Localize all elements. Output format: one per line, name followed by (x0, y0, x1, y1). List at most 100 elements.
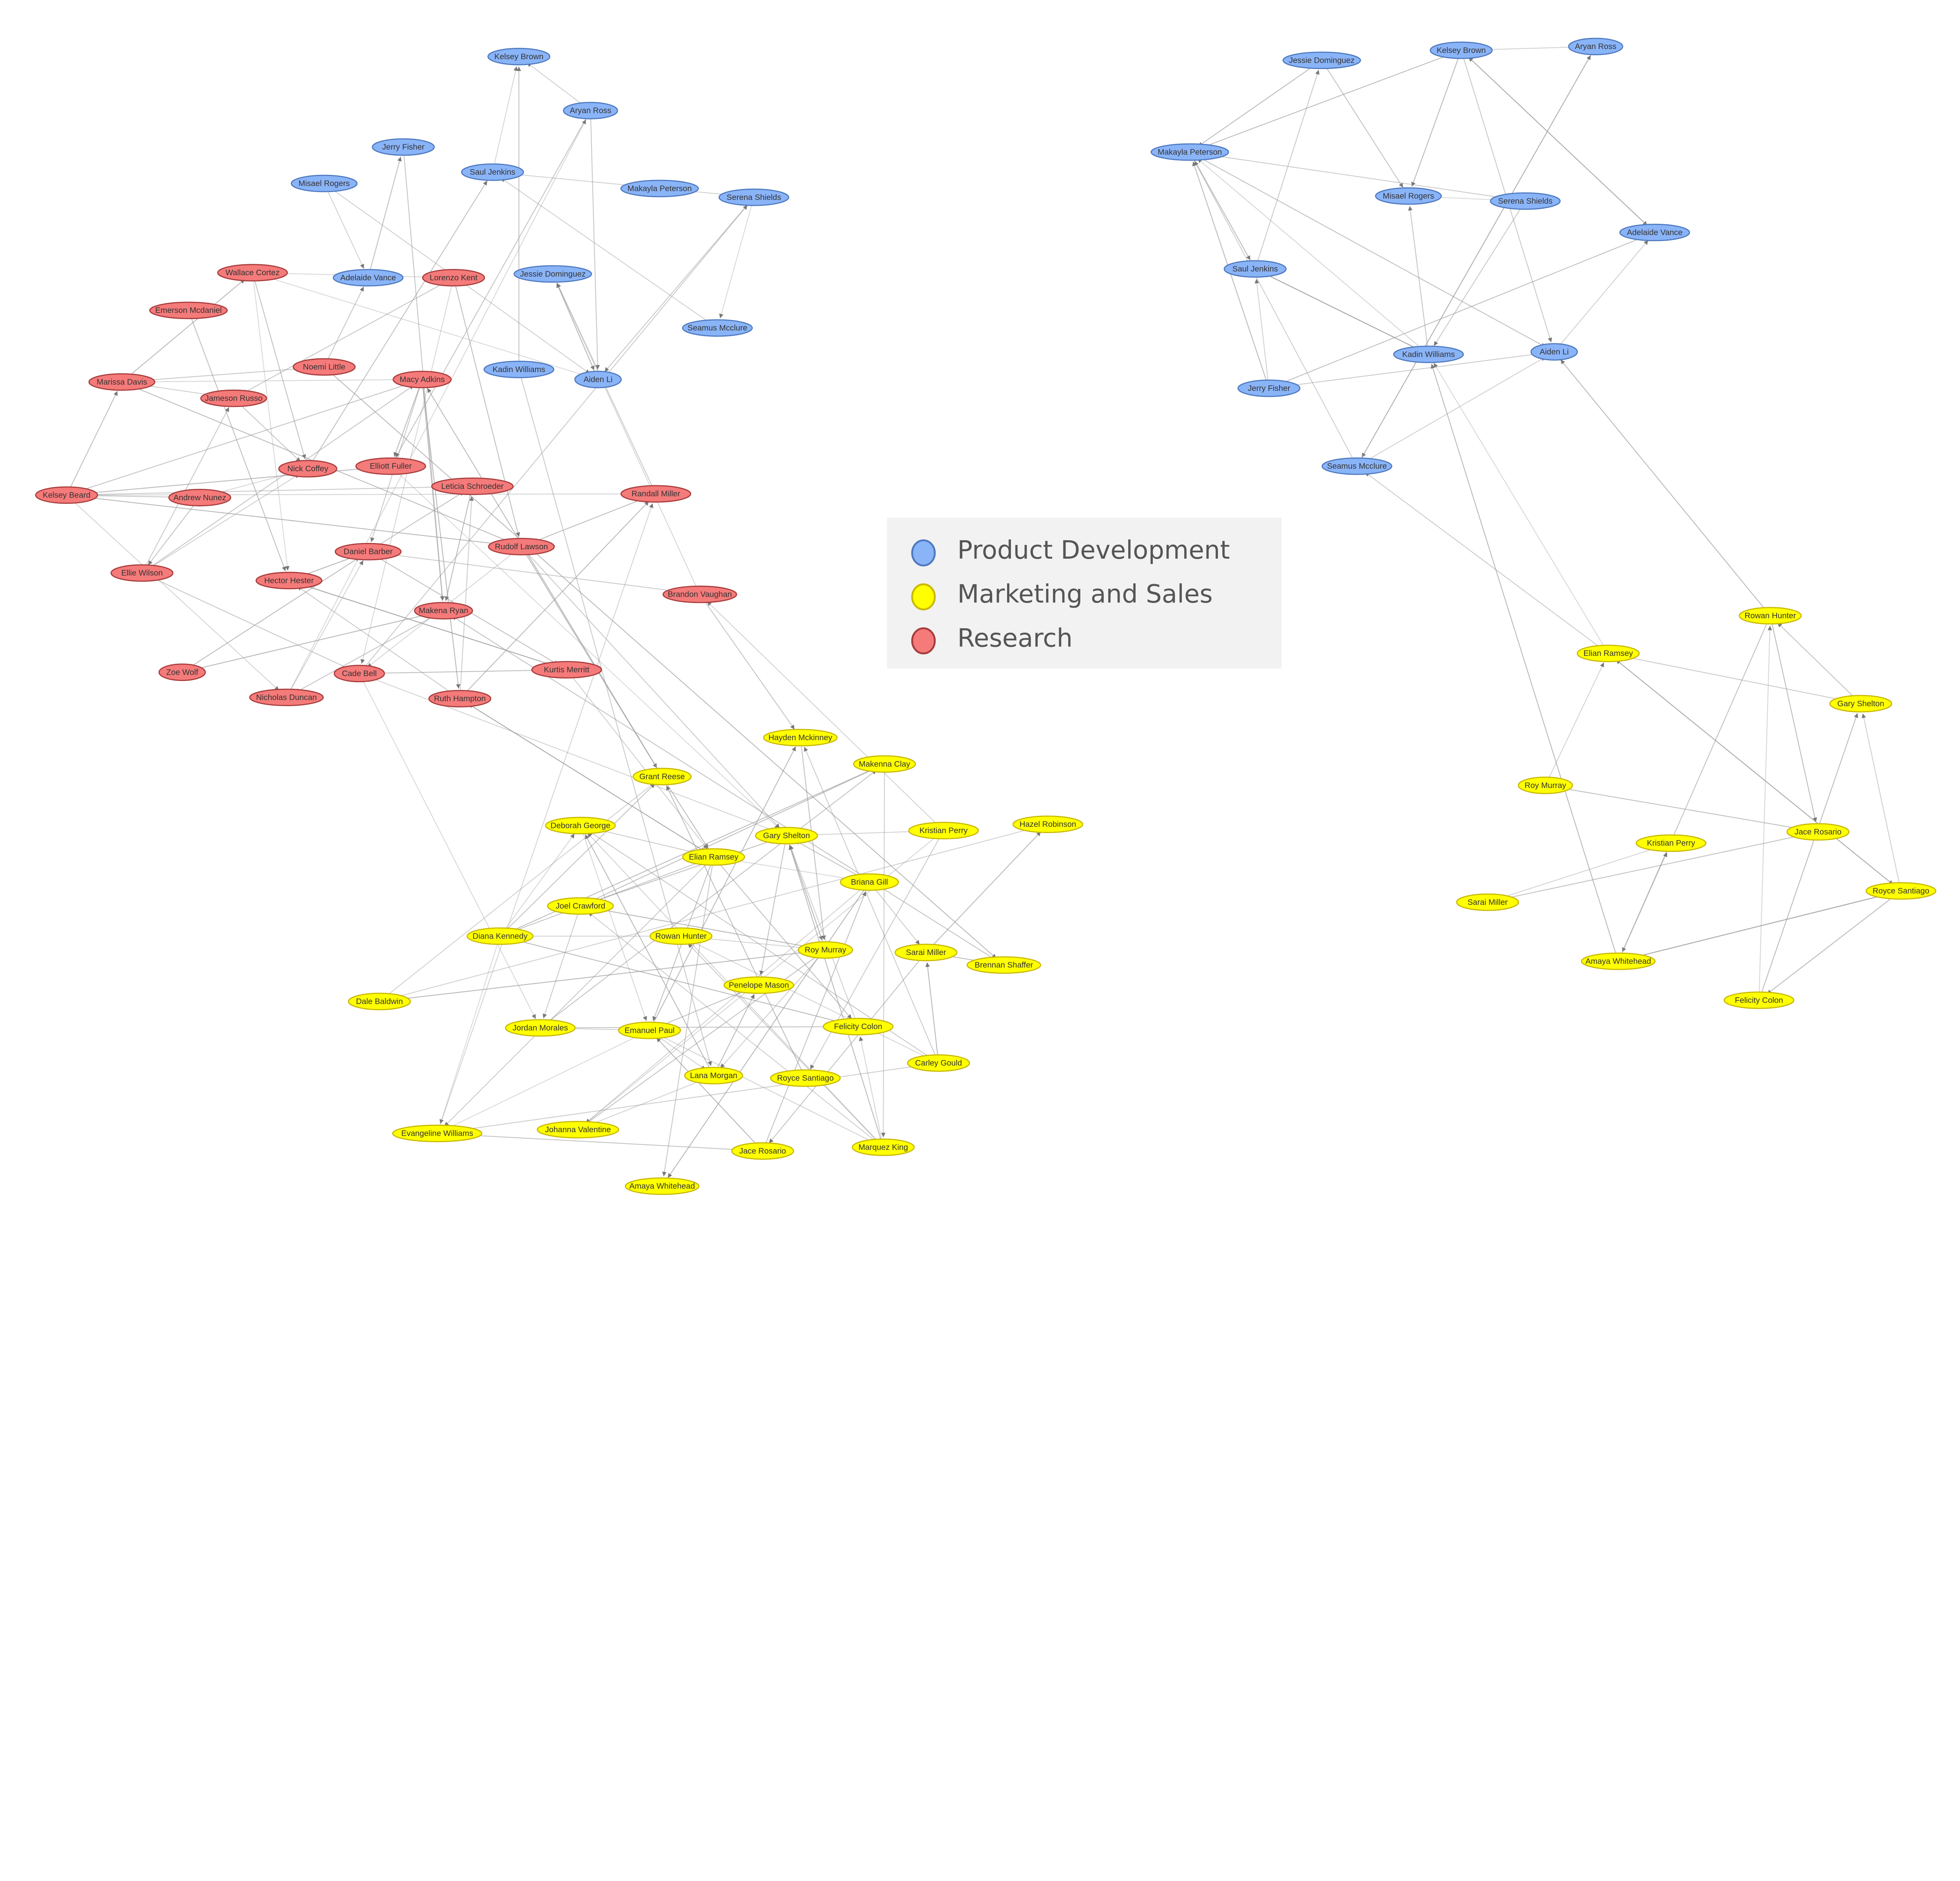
legend-item-product-development: Product Development (911, 536, 1230, 566)
edge (437, 1133, 753, 1153)
node-johanna-valentine[interactable]: Johanna Valentine (537, 1121, 619, 1138)
node-ruth-hampton[interactable]: Ruth Hampton (428, 690, 492, 708)
node-brennan-shaffer[interactable]: Brennan Shaffer (966, 956, 1042, 974)
node-kadin-williams[interactable]: Kadin Williams (483, 361, 554, 378)
node-elliott-fuller[interactable]: Elliott Fuller (355, 457, 426, 475)
node-marquez-king[interactable]: Marquez King (851, 1138, 915, 1156)
edge (788, 845, 884, 1147)
node-evangeline-williams[interactable]: Evangeline Williams (392, 1124, 483, 1142)
node-rudolf-lawson[interactable]: Rudolf Lawson (488, 538, 555, 556)
node-lorenzo-kent[interactable]: Lorenzo Kent (422, 269, 485, 287)
node-serena-shields[interactable]: Serena Shields (1490, 192, 1561, 210)
node-adelaide-vance[interactable]: Adelaide Vance (1619, 223, 1690, 241)
node-diana-kennedy[interactable]: Diana Kennedy (466, 927, 534, 945)
node-kurtis-merritt[interactable]: Kurtis Merritt (531, 661, 602, 679)
node-jace-rosario[interactable]: Jace Rosario (1786, 823, 1850, 841)
node-randall-miller[interactable]: Randall Miller (620, 485, 691, 503)
node-lana-morgan[interactable]: Lana Morgan (684, 1067, 743, 1084)
node-jerry-fisher[interactable]: Jerry Fisher (372, 138, 435, 156)
node-misael-rogers[interactable]: Misael Rogers (290, 174, 358, 192)
node-zoe-wolf[interactable]: Zoe Wolf (158, 663, 206, 681)
node-hayden-mckinney[interactable]: Hayden Mckinney (763, 729, 838, 746)
node-kelsey-brown[interactable]: Kelsey Brown (487, 48, 551, 65)
node-dale-baldwin[interactable]: Dale Baldwin (348, 993, 411, 1010)
node-carley-gould[interactable]: Carley Gould (907, 1054, 970, 1072)
node-leticia-schroeder[interactable]: Leticia Schroeder (431, 478, 514, 495)
node-sarai-miller[interactable]: Sarai Miller (1456, 893, 1519, 911)
node-amaya-whitehead[interactable]: Amaya Whitehead (624, 1177, 700, 1195)
node-label: Jerry Fisher (1248, 384, 1290, 393)
node-gary-shelton[interactable]: Gary Shelton (1829, 695, 1893, 713)
node-ellie-wilson[interactable]: Ellie Wilson (110, 564, 174, 582)
node-saul-jenkins[interactable]: Saul Jenkins (461, 163, 524, 181)
node-makena-ryan[interactable]: Makena Ryan (414, 602, 473, 620)
node-aiden-li[interactable]: Aiden Li (574, 370, 622, 389)
node-daniel-barber[interactable]: Daniel Barber (334, 543, 402, 561)
node-nicholas-duncan[interactable]: Nicholas Duncan (249, 688, 324, 706)
node-briana-gill[interactable]: Briana Gill (840, 873, 899, 891)
node-elian-ramsey[interactable]: Elian Ramsey (682, 848, 745, 866)
node-felicity-colon[interactable]: Felicity Colon (822, 1018, 894, 1035)
node-amaya-whitehead[interactable]: Amaya Whitehead (1581, 952, 1656, 970)
node-royce-santiago[interactable]: Royce Santiago (770, 1069, 841, 1087)
node-hazel-robinson[interactable]: Hazel Robinson (1012, 815, 1083, 833)
node-wallace-cortez[interactable]: Wallace Cortez (217, 264, 288, 281)
node-emanuel-paul[interactable]: Emanuel Paul (618, 1021, 681, 1039)
node-sarai-miller[interactable]: Sarai Miller (894, 944, 958, 961)
node-jerry-fisher[interactable]: Jerry Fisher (1237, 379, 1301, 397)
node-label: Adelaide Vance (1627, 228, 1682, 237)
node-deborah-george[interactable]: Deborah George (545, 817, 616, 835)
node-jace-rosario[interactable]: Jace Rosario (731, 1142, 794, 1160)
node-makenna-clay[interactable]: Makenna Clay (853, 755, 916, 773)
node-ellipse (731, 1142, 794, 1160)
node-label: Macy Adkins (399, 375, 445, 384)
node-makayla-peterson[interactable]: Makayla Peterson (620, 180, 699, 198)
node-jordan-morales[interactable]: Jordan Morales (505, 1019, 576, 1037)
node-jessie-dominguez[interactable]: Jessie Dominguez (514, 265, 592, 283)
node-grant-reese[interactable]: Grant Reese (632, 768, 692, 786)
node-kadin-williams[interactable]: Kadin Williams (1393, 345, 1464, 363)
node-nick-coffey[interactable]: Nick Coffey (278, 460, 338, 478)
node-macy-adkins[interactable]: Macy Adkins (392, 370, 452, 389)
node-adelaide-vance[interactable]: Adelaide Vance (332, 269, 404, 287)
node-seamus-mcclure[interactable]: Seamus Mcclure (682, 319, 753, 337)
node-elian-ramsey[interactable]: Elian Ramsey (1577, 645, 1640, 663)
node-saul-jenkins[interactable]: Saul Jenkins (1223, 260, 1287, 278)
node-kristian-perry[interactable]: Kristian Perry (908, 822, 979, 839)
node-hector-hester[interactable]: Hector Hester (255, 572, 323, 590)
node-brandon-vaughan[interactable]: Brandon Vaughan (662, 585, 737, 603)
node-marissa-davis[interactable]: Marissa Davis (88, 373, 156, 391)
node-ellipse (662, 585, 737, 603)
node-andrew-nunez[interactable]: Andrew Nunez (168, 489, 231, 507)
node-joel-crawford[interactable]: Joel Crawford (547, 897, 614, 915)
node-label: Kadin Williams (493, 365, 545, 374)
node-emerson-mcdaniel[interactable]: Emerson Mcdaniel (149, 301, 228, 320)
node-aryan-ross[interactable]: Aryan Ross (563, 102, 618, 120)
node-royce-santiago[interactable]: Royce Santiago (1866, 882, 1936, 900)
node-rowan-hunter[interactable]: Rowan Hunter (1739, 607, 1802, 625)
node-cade-bell[interactable]: Cade Bell (334, 665, 385, 683)
node-makayla-peterson[interactable]: Makayla Peterson (1151, 143, 1229, 161)
node-aiden-li[interactable]: Aiden Li (1530, 343, 1578, 361)
node-noemi-little[interactable]: Noemi Little (292, 358, 356, 376)
node-kelsey-beard[interactable]: Kelsey Beard (35, 486, 98, 504)
node-jameson-russo[interactable]: Jameson Russo (200, 389, 267, 407)
node-gary-shelton[interactable]: Gary Shelton (755, 827, 818, 844)
node-kelsey-brown[interactable]: Kelsey Brown (1430, 41, 1493, 59)
edge (1254, 279, 1270, 389)
node-rowan-hunter[interactable]: Rowan Hunter (649, 927, 713, 945)
node-aryan-ross[interactable]: Aryan Ross (1568, 38, 1623, 55)
node-roy-murray[interactable]: Roy Murray (798, 941, 853, 959)
node-felicity-colon[interactable]: Felicity Colon (1723, 991, 1795, 1009)
node-ellipse (770, 1069, 841, 1087)
node-roy-murray[interactable]: Roy Murray (1517, 776, 1573, 794)
node-label: Briana Gill (851, 878, 888, 887)
node-misael-rogers[interactable]: Misael Rogers (1375, 187, 1442, 205)
node-label: Makayla Peterson (1158, 147, 1222, 156)
node-penelope-mason[interactable]: Penelope Mason (723, 976, 795, 994)
node-seamus-mcclure[interactable]: Seamus Mcclure (1321, 457, 1392, 475)
node-ellipse (1237, 379, 1301, 397)
node-jessie-dominguez[interactable]: Jessie Dominguez (1282, 51, 1361, 69)
node-serena-shields[interactable]: Serena Shields (718, 188, 789, 206)
node-kristian-perry[interactable]: Kristian Perry (1635, 834, 1707, 852)
